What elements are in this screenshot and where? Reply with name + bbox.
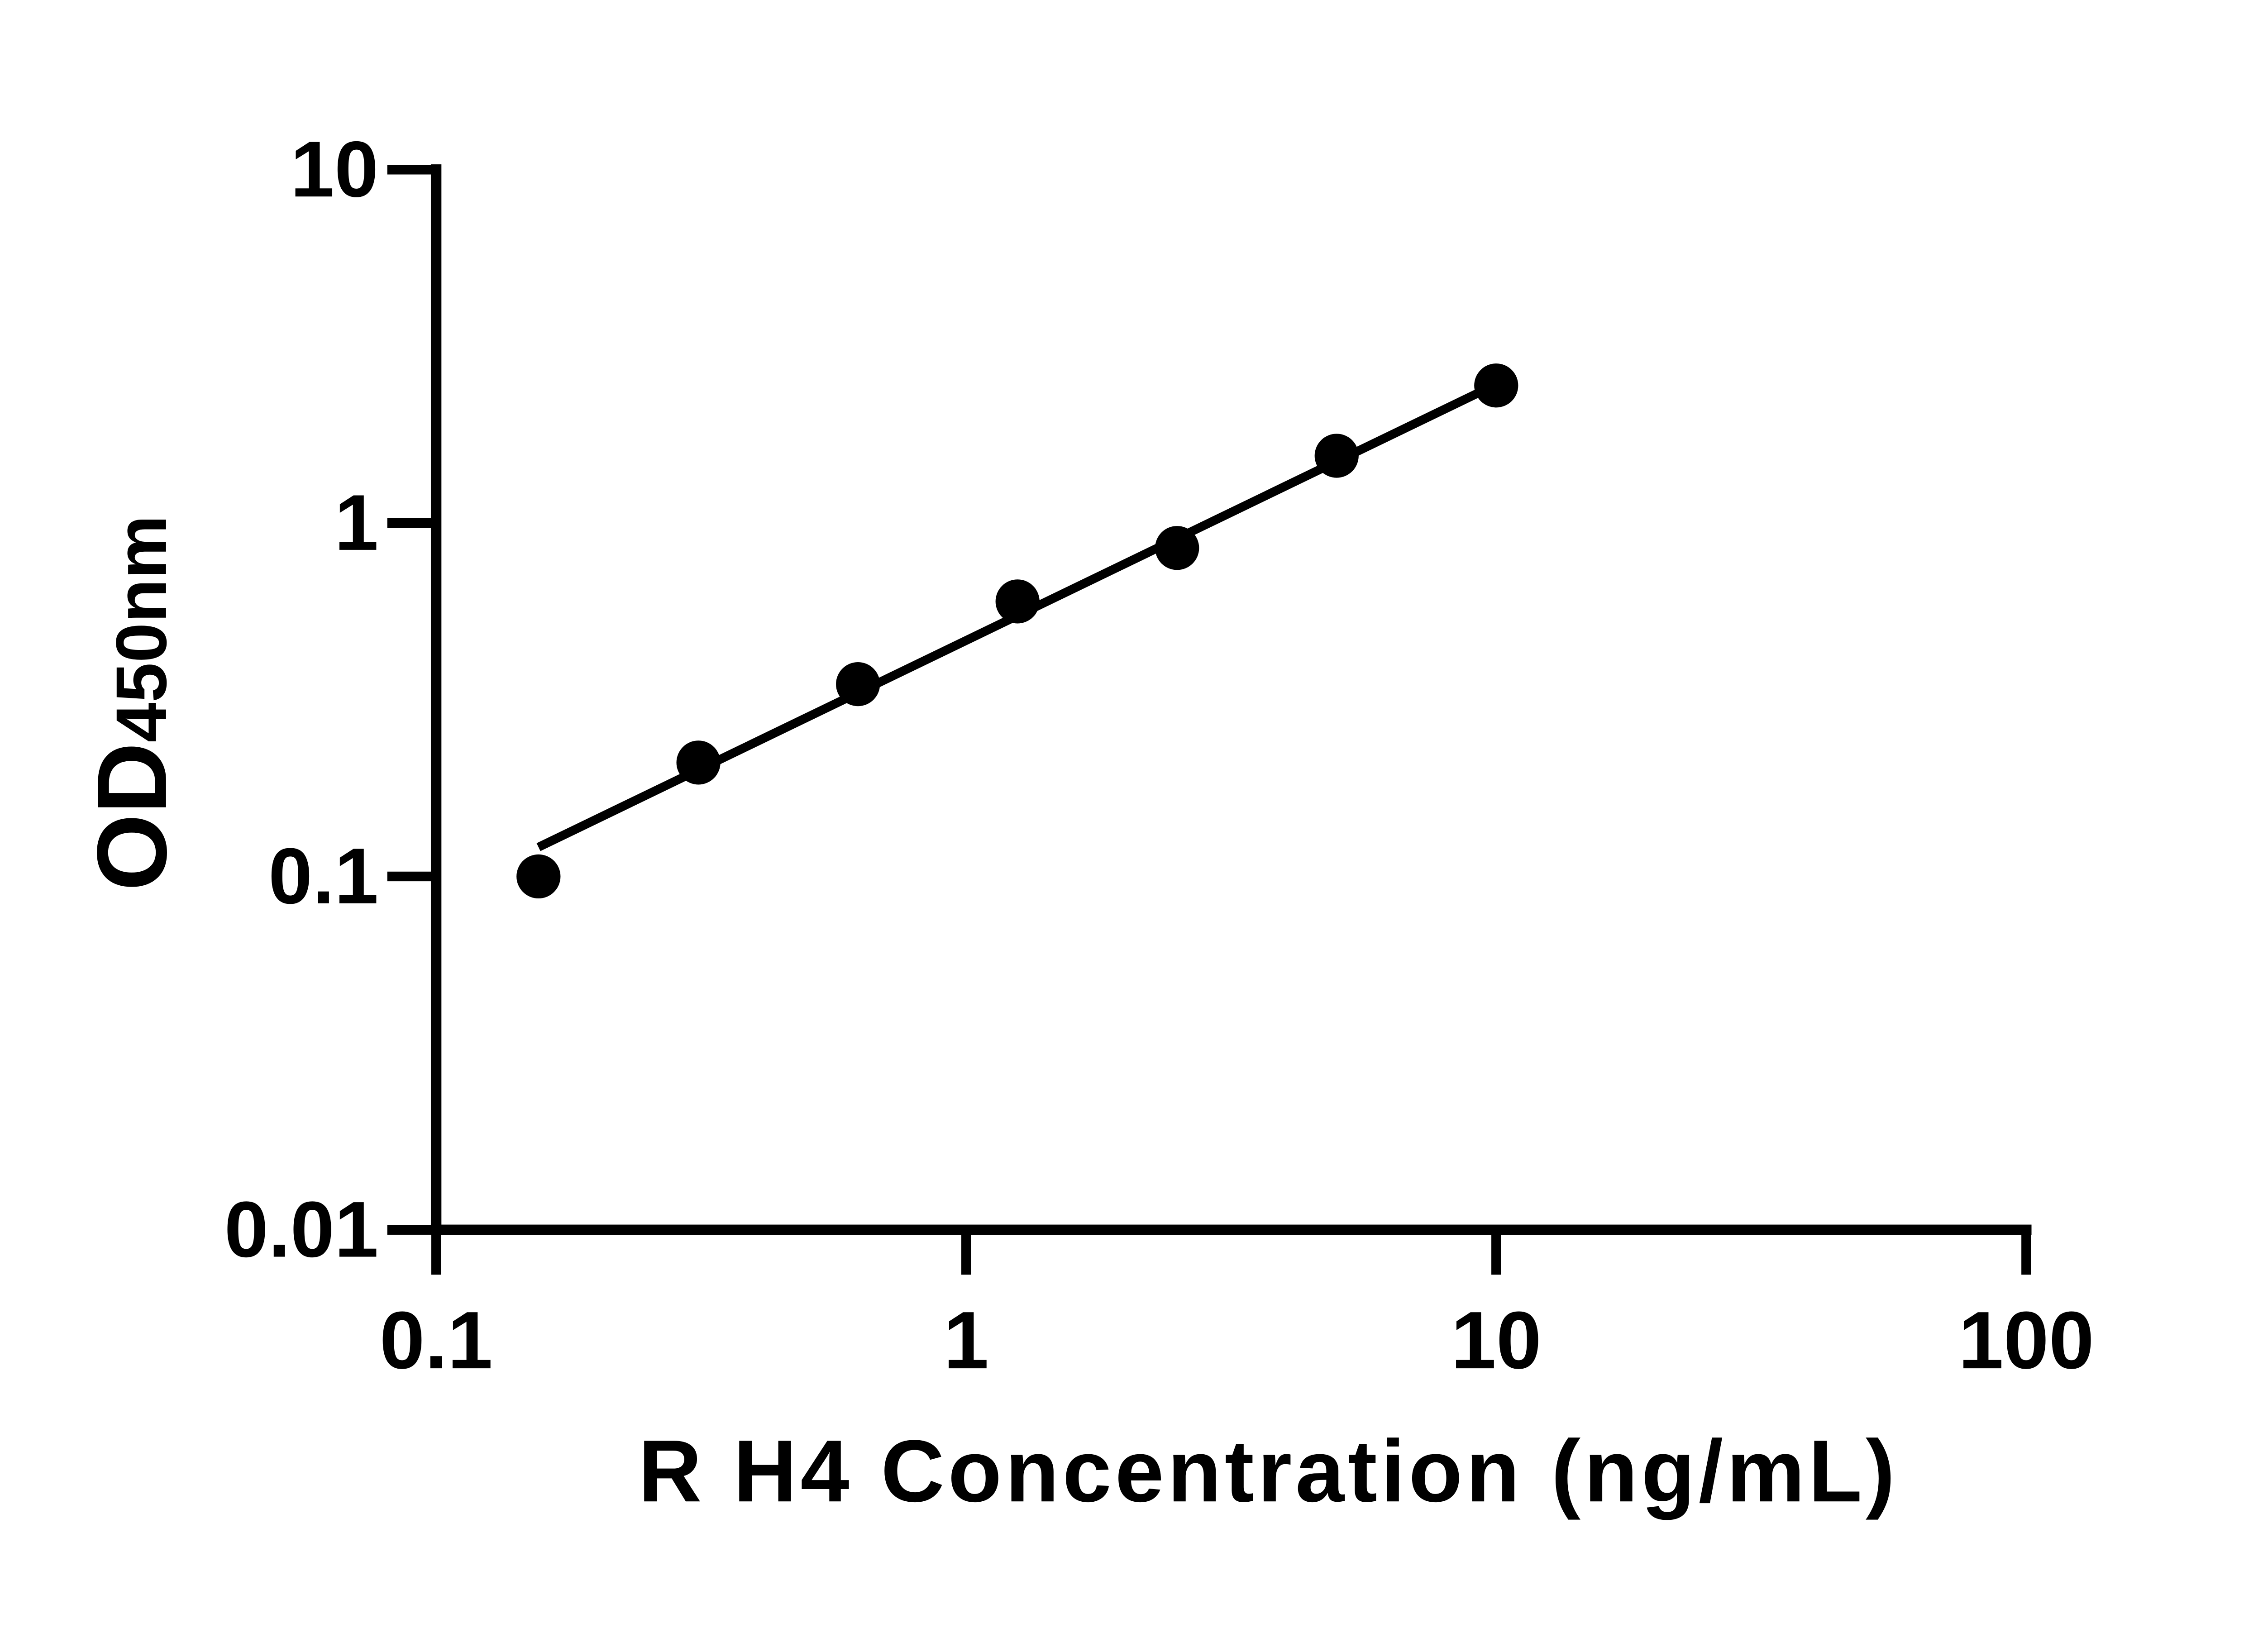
- data-point: [1315, 434, 1359, 477]
- plot-svg: [0, 23, 2263, 1607]
- y-tick-label: 0.01: [224, 1190, 379, 1269]
- data-point: [1155, 526, 1199, 570]
- data-point: [677, 740, 721, 784]
- y-tick-label: 1: [334, 483, 378, 563]
- data-point: [1474, 363, 1518, 407]
- y-tick-label: 0.1: [268, 837, 378, 916]
- data-point: [516, 855, 560, 898]
- data-point: [996, 579, 1040, 623]
- x-tick-label: 100: [1958, 1300, 2094, 1381]
- y-axis-title-subscript: 450nm: [101, 515, 181, 742]
- y-axis-title: OD450nm: [77, 515, 186, 891]
- y-tick-label: 10: [291, 130, 379, 209]
- x-axis-title: R H4 Concentration (ng/mL): [638, 1423, 1898, 1520]
- x-tick-label: 0.1: [380, 1300, 493, 1381]
- axes-group: [436, 169, 2026, 1229]
- y-axis-title-main: OD: [76, 742, 187, 891]
- tick-marks-group: [387, 169, 2026, 1275]
- x-tick-label: 10: [1451, 1300, 1542, 1381]
- x-tick-label: 1: [944, 1300, 989, 1381]
- data-point: [836, 662, 880, 706]
